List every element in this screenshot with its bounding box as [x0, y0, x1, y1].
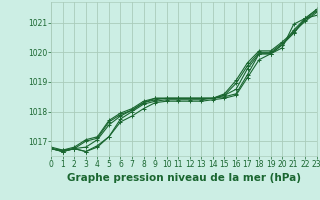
X-axis label: Graphe pression niveau de la mer (hPa): Graphe pression niveau de la mer (hPa) [67, 173, 301, 183]
